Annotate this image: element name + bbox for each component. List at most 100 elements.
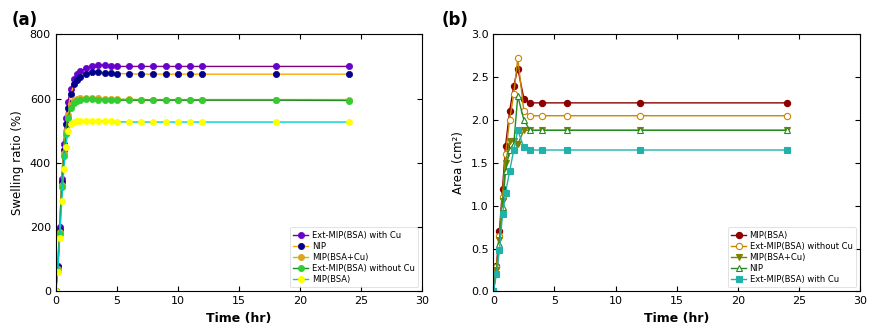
Ext-MIP(BSA) with Cu — [488, 289, 498, 293]
Ext-MIP(BSA) without Cu — [62, 116, 73, 120]
Ext-MIP(BSA) with Cu — [524, 148, 535, 152]
Line: MIP(BSA+Cu): MIP(BSA+Cu) — [53, 94, 352, 295]
Line: NIP: NIP — [489, 93, 788, 295]
MIP(BSA+Cu) — [634, 128, 645, 132]
NIP — [173, 72, 183, 76]
MIP(BSA+Cu) — [488, 289, 498, 293]
NIP — [270, 72, 281, 76]
NIP — [93, 70, 103, 74]
MIP(BSA) — [148, 120, 159, 124]
Ext-MIP(BSA) without Cu — [560, 114, 571, 118]
MIP(BSA) — [496, 186, 507, 191]
Ext-MIP(BSA) without Cu — [66, 106, 76, 110]
NIP — [87, 70, 97, 74]
NIP — [503, 148, 514, 152]
MIP(BSA+Cu) — [81, 96, 91, 100]
NIP — [75, 75, 85, 79]
NIP — [537, 128, 547, 132]
Ext-MIP(BSA) with Cu — [111, 65, 122, 69]
NIP — [105, 71, 116, 75]
MIP(BSA) — [53, 270, 63, 274]
Y-axis label: Swelling ratio (%): Swelling ratio (%) — [11, 111, 24, 215]
MIP(BSA+Cu) — [524, 128, 535, 132]
NIP — [54, 228, 65, 233]
Ext-MIP(BSA) with Cu — [634, 148, 645, 152]
MIP(BSA+Cu) — [508, 139, 518, 143]
NIP — [66, 92, 76, 96]
Ext-MIP(BSA) with Cu — [87, 65, 97, 69]
Ext-MIP(BSA) with Cu — [512, 128, 523, 132]
Line: Ext-MIP(BSA) with Cu: Ext-MIP(BSA) with Cu — [53, 62, 352, 295]
NIP — [508, 142, 518, 146]
MIP(BSA+Cu) — [136, 97, 146, 101]
MIP(BSA+Cu) — [56, 183, 67, 187]
NIP — [490, 270, 501, 275]
MIP(BSA) — [50, 289, 61, 293]
MIP(BSA) — [56, 200, 67, 204]
Ext-MIP(BSA) without Cu — [781, 114, 791, 118]
Ext-MIP(BSA) with Cu — [93, 63, 103, 67]
MIP(BSA) — [160, 120, 171, 124]
Ext-MIP(BSA) with Cu — [508, 148, 518, 152]
Ext-MIP(BSA) with Cu — [490, 272, 501, 276]
Ext-MIP(BSA) with Cu — [61, 116, 71, 120]
NIP — [136, 72, 146, 76]
MIP(BSA+Cu) — [184, 97, 195, 101]
MIP(BSA+Cu) — [512, 142, 523, 146]
MIP(BSA) — [75, 119, 85, 123]
NIP — [488, 289, 498, 293]
MIP(BSA) — [66, 122, 76, 126]
NIP — [500, 169, 510, 173]
NIP — [61, 122, 71, 126]
MIP(BSA+Cu) — [50, 289, 61, 293]
Legend: Ext-MIP(BSA) with Cu, NIP, MIP(BSA+Cu), Ext-MIP(BSA) without Cu, MIP(BSA): Ext-MIP(BSA) with Cu, NIP, MIP(BSA+Cu), … — [289, 227, 417, 287]
Line: MIP(BSA): MIP(BSA) — [489, 66, 788, 295]
Ext-MIP(BSA) with Cu — [173, 65, 183, 69]
Ext-MIP(BSA) without Cu — [87, 97, 97, 101]
Line: MIP(BSA+Cu): MIP(BSA+Cu) — [489, 127, 788, 295]
MIP(BSA) — [488, 289, 498, 293]
Ext-MIP(BSA) without Cu — [124, 98, 134, 102]
NIP — [160, 72, 171, 76]
Ext-MIP(BSA) with Cu — [160, 65, 171, 69]
MIP(BSA) — [61, 145, 71, 149]
Ext-MIP(BSA) with Cu — [81, 66, 91, 70]
NIP — [343, 72, 353, 76]
Line: Ext-MIP(BSA) with Cu: Ext-MIP(BSA) with Cu — [489, 127, 788, 295]
Ext-MIP(BSA) with Cu — [537, 148, 547, 152]
NIP — [494, 242, 504, 246]
Ext-MIP(BSA) with Cu — [270, 65, 281, 69]
Ext-MIP(BSA) with Cu — [503, 169, 514, 173]
MIP(BSA+Cu) — [75, 96, 85, 100]
MIP(BSA+Cu) — [59, 151, 69, 155]
Y-axis label: Area (cm²): Area (cm²) — [452, 131, 465, 194]
NIP — [124, 72, 134, 76]
MIP(BSA+Cu) — [270, 97, 281, 101]
MIP(BSA) — [105, 119, 116, 123]
NIP — [524, 128, 535, 132]
Legend: MIP(BSA), Ext-MIP(BSA) without Cu, MIP(BSA+Cu), NIP, Ext-MIP(BSA) with Cu: MIP(BSA), Ext-MIP(BSA) without Cu, MIP(B… — [727, 227, 855, 287]
Ext-MIP(BSA) with Cu — [500, 191, 510, 195]
Ext-MIP(BSA) with Cu — [56, 177, 67, 181]
MIP(BSA) — [173, 120, 183, 124]
MIP(BSA+Cu) — [494, 238, 504, 242]
X-axis label: Time (hr): Time (hr) — [206, 312, 271, 325]
Text: (a): (a) — [11, 11, 38, 29]
MIP(BSA) — [508, 84, 518, 88]
MIP(BSA+Cu) — [496, 200, 507, 204]
NIP — [62, 106, 73, 110]
MIP(BSA+Cu) — [111, 97, 122, 101]
MIP(BSA) — [136, 120, 146, 124]
MIP(BSA+Cu) — [503, 139, 514, 143]
MIP(BSA) — [518, 96, 529, 100]
Ext-MIP(BSA) with Cu — [72, 73, 82, 77]
NIP — [53, 265, 63, 269]
Ext-MIP(BSA) with Cu — [518, 145, 529, 150]
MIP(BSA) — [196, 120, 207, 124]
MIP(BSA) — [111, 120, 122, 124]
Ext-MIP(BSA) without Cu — [148, 98, 159, 102]
Line: MIP(BSA): MIP(BSA) — [53, 118, 352, 295]
MIP(BSA) — [512, 67, 523, 71]
Ext-MIP(BSA) without Cu — [81, 97, 91, 101]
Ext-MIP(BSA) without Cu — [136, 98, 146, 102]
